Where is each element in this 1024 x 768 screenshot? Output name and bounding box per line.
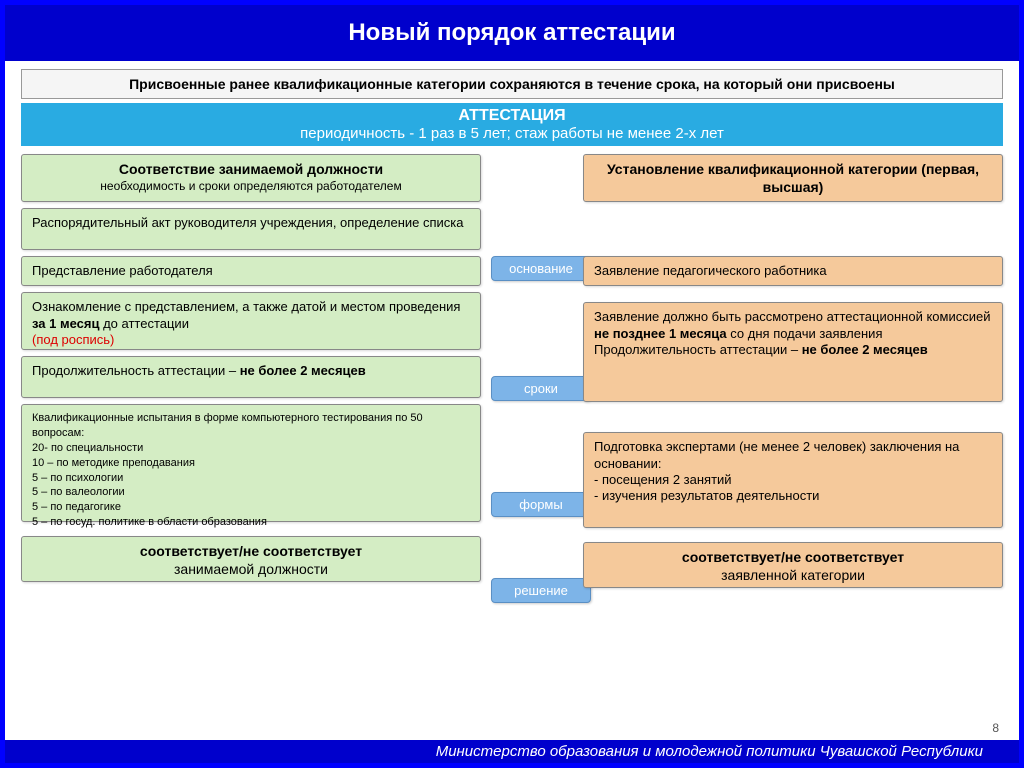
spacer-2: [583, 292, 1003, 302]
right-box-3: Подготовка экспертами (не менее 2 челове…: [583, 432, 1003, 528]
right-column: Установление квалификационной категории …: [583, 154, 1003, 594]
band-line1: АТТЕСТАЦИЯ: [31, 107, 993, 125]
l5-7: 5 – по госуд. политике в области образов…: [32, 515, 470, 530]
r2a: Заявление должно быть рассмотрено аттест…: [594, 309, 990, 324]
right-box-1: Заявление педагогического работника: [583, 256, 1003, 286]
r4b: заявленной категории: [594, 567, 992, 585]
r2c: со дня подачи заявления: [727, 326, 883, 341]
l3c: до аттестации: [99, 316, 188, 331]
left-box-1: Распорядительный акт руководителя учрежд…: [21, 208, 481, 250]
right-header: Установление квалификационной категории …: [583, 154, 1003, 202]
tag-decision: решение: [491, 578, 591, 603]
r3c: - изучения результатов деятельности: [594, 488, 992, 504]
left-column: Соответствие занимаемой должности необхо…: [21, 154, 481, 588]
slide: Новый порядок аттестации Присвоенные ран…: [0, 0, 1024, 768]
columns: Соответствие занимаемой должности необхо…: [21, 154, 1003, 714]
right-box-4: соответствует/не соответствует заявленно…: [583, 542, 1003, 588]
l3b: за 1 месяц: [32, 316, 99, 331]
l5-6: 5 – по педагогике: [32, 500, 470, 515]
tag-terms: сроки: [491, 376, 591, 401]
r4a: соответствует/не соответствует: [594, 549, 992, 567]
r2b: не позднее 1 месяца: [594, 326, 727, 341]
l6a: соответствует/не соответствует: [32, 543, 470, 561]
l4b: не более 2 месяцев: [240, 363, 366, 378]
page-number: 8: [992, 721, 999, 735]
band-line2: периодичность - 1 раз в 5 лет; стаж рабо…: [31, 125, 993, 142]
left-box-2: Представление работодателя: [21, 256, 481, 286]
r3a: Подготовка экспертами (не менее 2 челове…: [594, 439, 992, 472]
left-head1: Соответствие занимаемой должности: [32, 161, 470, 179]
l5-3: 10 – по методике преподавания: [32, 456, 470, 471]
footer: Министерство образования и молодежной по…: [5, 738, 1019, 763]
left-header: Соответствие занимаемой должности необхо…: [21, 154, 481, 202]
left-box-3: Ознакомление с представлением, а также д…: [21, 292, 481, 350]
tag-forms: формы: [491, 492, 591, 517]
l4a: Продолжительность аттестации –: [32, 363, 240, 378]
right-box-2: Заявление должно быть рассмотрено аттест…: [583, 302, 1003, 402]
spacer-1: [583, 208, 1003, 256]
l5-4: 5 – по психологии: [32, 471, 470, 486]
l5-1: Квалификационные испытания в форме компь…: [32, 411, 470, 441]
left-box-4: Продолжительность аттестации – не более …: [21, 356, 481, 398]
l3d: (под роспись): [32, 332, 114, 347]
r2e: не более 2 месяцев: [802, 342, 928, 357]
r2d: Продолжительность аттестации –: [594, 342, 802, 357]
left-box-5: Квалификационные испытания в форме компь…: [21, 404, 481, 522]
attestation-band: АТТЕСТАЦИЯ периодичность - 1 раз в 5 лет…: [21, 103, 1003, 146]
left-head2: необходимость и сроки определяются работ…: [32, 179, 470, 194]
slide-title: Новый порядок аттестации: [5, 5, 1019, 61]
l6b: занимаемой должности: [32, 561, 470, 579]
l3a: Ознакомление с представлением, а также д…: [32, 299, 460, 314]
spacer-3: [583, 408, 1003, 432]
l5-5: 5 – по валеологии: [32, 485, 470, 500]
r3b: - посещения 2 занятий: [594, 472, 992, 488]
l5-2: 20- по специальности: [32, 441, 470, 456]
tag-basis: основание: [491, 256, 591, 281]
left-box-6: соответствует/не соответствует занимаемо…: [21, 536, 481, 582]
notice-bar: Присвоенные ранее квалификационные катег…: [21, 69, 1003, 99]
